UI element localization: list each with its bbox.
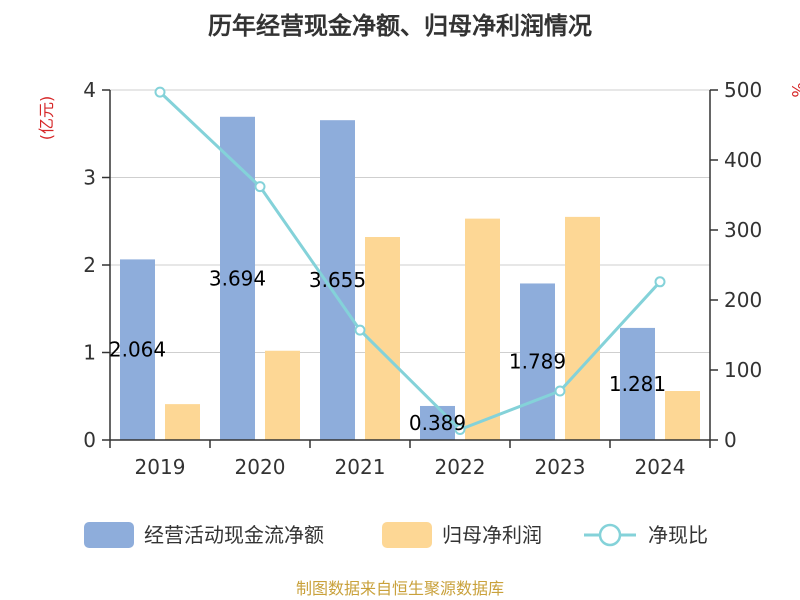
ratio-line-path	[158, 91, 662, 432]
left-tick-label: 3	[83, 166, 96, 190]
x-tick-label: 2021	[335, 455, 386, 479]
ratio-point	[554, 385, 566, 397]
x-tick-label: 2020	[235, 455, 286, 479]
ratio-point	[254, 181, 266, 193]
bar-operating-cash-flow	[220, 116, 255, 441]
left-tick-label: 1	[83, 341, 96, 365]
bar-operating-cash-flow	[620, 327, 655, 440]
bar-value-label: 1.789	[509, 350, 566, 374]
right-tick-label: 400	[724, 148, 762, 172]
bar-value-label: 0.389	[409, 411, 466, 435]
x-tick-label: 2023	[535, 455, 586, 479]
right-tick-label: 300	[724, 218, 762, 242]
bar-value-label: 3.694	[209, 266, 266, 290]
left-tick-label: 2	[83, 253, 96, 277]
bar-net-profit	[665, 391, 700, 440]
bar-net-profit	[465, 218, 500, 440]
bar-operating-cash-flow	[120, 259, 155, 440]
bar-value-label: 1.281	[609, 372, 666, 396]
right-tick-label: 500	[724, 78, 762, 102]
right-tick-label: 100	[724, 358, 762, 382]
left-tick-label: 0	[83, 428, 96, 452]
legend: 经营活动现金流净额 归母净利润 净现比	[84, 522, 708, 548]
ratio-point	[154, 86, 166, 98]
x-tick-label: 2024	[635, 455, 686, 479]
ratio-line	[154, 86, 666, 435]
legend-label-net-profit: 归母净利润	[442, 523, 542, 547]
left-tick-label: 4	[83, 78, 96, 102]
right-tick-label: 200	[724, 288, 762, 312]
bar-net-profit	[265, 350, 300, 440]
right-axis-label: %	[788, 82, 800, 97]
ratio-point	[354, 324, 366, 336]
x-tick-label: 2019	[135, 455, 186, 479]
legend-label-operating-cash-flow: 经营活动现金流净额	[144, 523, 324, 547]
bar-value-label: 3.655	[309, 268, 366, 292]
ratio-point	[654, 276, 666, 288]
right-tick-label: 0	[724, 428, 737, 452]
grid	[110, 89, 710, 353]
source-note: 制图数据来自恒生聚源数据库	[296, 579, 504, 598]
data-labels: 2.064 3.694 3.655 0.389 1.789 1.281	[109, 266, 666, 435]
legend-swatch-net-profit	[382, 522, 432, 548]
bar-value-label: 2.064	[109, 338, 166, 362]
bar-operating-cash-flow	[420, 405, 455, 440]
chart-title: 历年经营现金净额、归母净利润情况	[208, 12, 592, 40]
axes: 0 1 2 3 4 0 100 200 300 400 500 2019 2020 2021 2022 202…	[83, 78, 762, 479]
bar-net-profit	[565, 216, 600, 440]
bars	[120, 116, 700, 441]
legend-marker-ratio	[598, 523, 622, 547]
ratio-point	[454, 424, 466, 435]
left-axis-label: (亿元)	[37, 96, 56, 141]
bar-net-profit	[165, 404, 200, 440]
bar-net-profit	[365, 237, 400, 440]
x-tick-label: 2022	[435, 455, 486, 479]
legend-swatch-operating-cash-flow	[84, 522, 134, 548]
bar-operating-cash-flow	[520, 283, 555, 440]
legend-label-ratio: 净现比	[648, 523, 708, 547]
